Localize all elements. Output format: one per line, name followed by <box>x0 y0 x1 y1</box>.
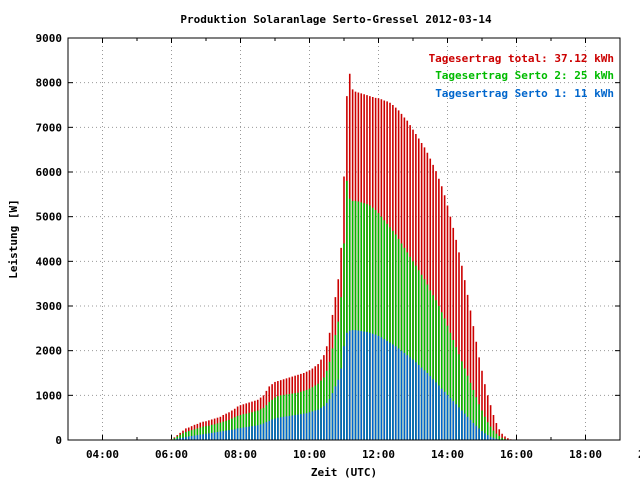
y-tick-label: 0 <box>55 434 62 447</box>
x-axis-ticks: 04:00 06:00 08:00 10:00 12:00 14:00 16:00 18:00… <box>67 38 640 461</box>
legend-entry-total: Tagesertrag total: 37.12 kWh <box>429 52 614 65</box>
y-tick-label: 2000 <box>36 345 63 358</box>
x-tick-label: 16:00 <box>500 448 533 461</box>
plot-frame <box>67 37 621 441</box>
y-tick-label: 9000 <box>36 32 63 45</box>
x-tick-label: 12:00 <box>362 448 395 461</box>
legend-entry-serto1: Tagesertrag Serto 1: 11 kWh <box>435 87 614 100</box>
y-tick-label: 6000 <box>36 166 63 179</box>
bars-series-serto1 <box>170 330 512 440</box>
y-tick-label: 8000 <box>36 77 63 90</box>
x-tick-label: 10:00 <box>293 448 326 461</box>
x-tick-label: 20:00 <box>638 448 640 461</box>
chart-title: Produktion Solaranlage Serto-Gressel 201… <box>180 13 492 26</box>
x-tick-label: 04:00 <box>86 448 119 461</box>
y-axis-ticks: 0 1000 2000 3000 4000 5000 6000 7000 8000 9000 <box>36 32 620 447</box>
y-tick-label: 7000 <box>36 121 63 134</box>
y-tick-label: 5000 <box>36 211 63 224</box>
x-tick-label: 06:00 <box>155 448 188 461</box>
y-tick-label: 3000 <box>36 300 63 313</box>
legend: Tagesertrag total: 37.12 kWh Tagesertrag… <box>429 52 614 100</box>
x-tick-label: 18:00 <box>569 448 602 461</box>
legend-entry-serto2: Tagesertrag Serto 2: 25 kWh <box>435 69 614 82</box>
x-axis-label: Zeit (UTC) <box>311 466 377 479</box>
y-axis-label: Leistung [W] <box>7 199 20 278</box>
y-tick-label: 1000 <box>36 389 63 402</box>
x-tick-label: 08:00 <box>224 448 257 461</box>
y-tick-label: 4000 <box>36 255 63 268</box>
x-tick-label: 14:00 <box>431 448 464 461</box>
